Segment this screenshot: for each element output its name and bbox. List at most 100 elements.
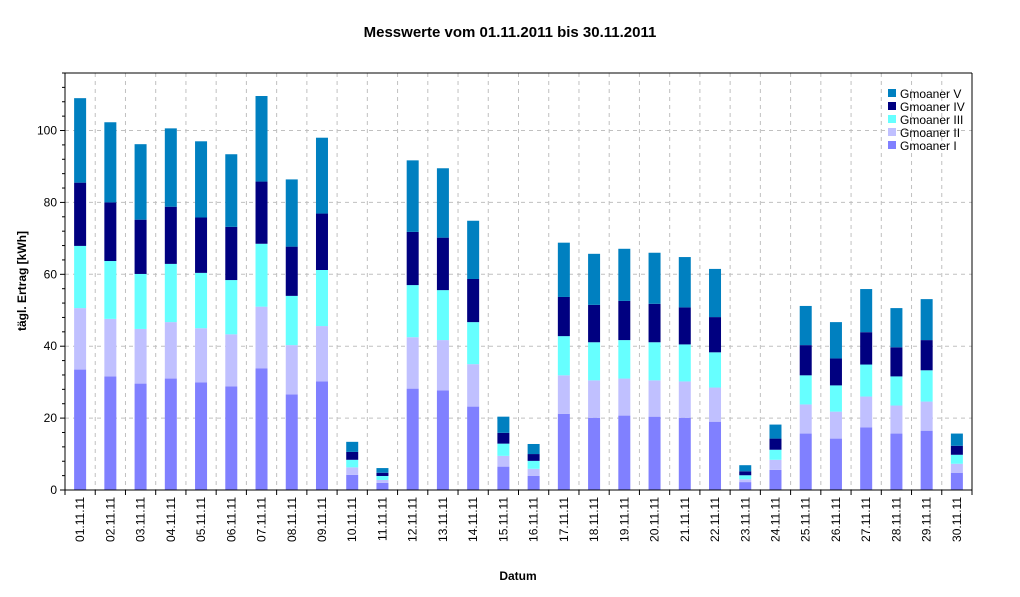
bar-segment-gmoaner-iii — [376, 475, 389, 480]
bar-segment-gmoaner-ii — [829, 411, 842, 439]
x-tick-label: 07.11.11 — [255, 497, 269, 542]
bar-segment-gmoaner-iii — [890, 376, 903, 406]
y-tick-label: 0 — [50, 483, 57, 497]
bar-segment-gmoaner-ii — [225, 334, 238, 387]
bar-segment-gmoaner-v — [376, 468, 389, 473]
x-tick-label: 04.11.11 — [164, 497, 178, 542]
bar-segment-gmoaner-ii — [134, 328, 147, 384]
bar-segment-gmoaner-iv — [406, 231, 419, 286]
bar-segment-gmoaner-ii — [104, 318, 117, 377]
legend-entry: Gmoaner III — [900, 113, 963, 127]
x-tick-label: 14.11.11 — [466, 497, 480, 542]
x-tick-label: 06.11.11 — [224, 497, 238, 542]
y-tick-label: 80 — [44, 195, 58, 209]
legend-swatch — [888, 115, 896, 123]
bar-segment-gmoaner-v — [467, 220, 480, 279]
x-tick-label: 05.11.11 — [194, 497, 208, 542]
bar-segment-gmoaner-v — [769, 424, 782, 439]
bar-segment-gmoaner-iii — [255, 243, 268, 307]
bar-segment-gmoaner-ii — [950, 463, 963, 473]
bar-segment-gmoaner-iii — [467, 322, 480, 365]
x-tick-label: 12.11.11 — [406, 497, 420, 542]
legend-entry: Gmoaner II — [900, 126, 960, 140]
bar-segment-gmoaner-v — [860, 289, 873, 333]
bar-segment-gmoaner-v — [557, 242, 570, 297]
bar-segment-gmoaner-iv — [950, 445, 963, 455]
bar-segment-gmoaner-i — [74, 369, 87, 490]
bar-segment-gmoaner-i — [527, 475, 540, 490]
bar-segment-gmoaner-ii — [406, 337, 419, 389]
bar-segment-gmoaner-iv — [346, 451, 359, 460]
bar-segment-gmoaner-i — [436, 390, 449, 490]
bar-segment-gmoaner-iv — [829, 358, 842, 386]
bar-segment-gmoaner-v — [709, 268, 722, 318]
bar-segment-gmoaner-iv — [255, 181, 268, 244]
bar-segment-gmoaner-i — [829, 438, 842, 490]
x-tick-label: 26.11.11 — [829, 497, 843, 542]
bar-segment-gmoaner-ii — [769, 459, 782, 470]
bar-segment-gmoaner-ii — [315, 326, 328, 382]
legend-entry: Gmoaner V — [900, 87, 961, 101]
bar-segment-gmoaner-iv — [74, 182, 87, 246]
x-tick-label: 10.11.11 — [345, 497, 359, 542]
x-tick-label: 02.11.11 — [103, 497, 117, 542]
bar-segment-gmoaner-iii — [104, 261, 117, 319]
bar-segment-gmoaner-iv — [376, 472, 389, 476]
bar-segment-gmoaner-v — [588, 253, 601, 305]
bar-segment-gmoaner-i — [376, 482, 389, 490]
bar-segment-gmoaner-ii — [255, 306, 268, 369]
bar-segment-gmoaner-ii — [436, 340, 449, 391]
bar-segment-gmoaner-i — [225, 386, 238, 490]
bar-segment-gmoaner-i — [285, 394, 298, 490]
bar-segment-gmoaner-i — [497, 466, 510, 490]
bar-segment-gmoaner-iv — [436, 237, 449, 291]
bar-segment-gmoaner-iv — [527, 454, 540, 461]
bar-segment-gmoaner-i — [557, 413, 570, 490]
bar-segment-gmoaner-i — [799, 433, 812, 490]
bar-segment-gmoaner-v — [134, 144, 147, 220]
bar-segment-gmoaner-v — [346, 441, 359, 452]
bar-segment-gmoaner-v — [527, 443, 540, 455]
bar-segment-gmoaner-ii — [678, 381, 691, 418]
bar-segment-gmoaner-i — [164, 378, 177, 490]
bar-segment-gmoaner-i — [709, 421, 722, 490]
bar-segment-gmoaner-iii — [195, 272, 208, 329]
bar-segment-gmoaner-v — [436, 168, 449, 238]
x-tick-label: 16.11.11 — [527, 497, 541, 542]
bar-segment-gmoaner-i — [950, 472, 963, 490]
bar-segment-gmoaner-v — [164, 128, 177, 207]
bar-segment-gmoaner-ii — [920, 401, 933, 431]
x-tick-label: 09.11.11 — [315, 497, 329, 542]
bar-segment-gmoaner-iii — [739, 475, 752, 480]
x-tick-label: 11.11.11 — [375, 497, 389, 541]
bar-segment-gmoaner-v — [678, 257, 691, 308]
bar-segment-gmoaner-iii — [74, 245, 87, 309]
bars — [74, 96, 963, 490]
bar-segment-gmoaner-v — [406, 160, 419, 232]
bar-segment-gmoaner-ii — [618, 378, 631, 416]
y-axis-label: tägl. Ertrag [kWh] — [15, 231, 29, 331]
x-tick-label: 29.11.11 — [920, 497, 934, 542]
bar-segment-gmoaner-v — [497, 416, 510, 433]
bar-segment-gmoaner-v — [285, 179, 298, 247]
chart-title: Messwerte vom 01.11.2011 bis 30.11.2011 — [364, 24, 657, 41]
bar-segment-gmoaner-v — [950, 433, 963, 446]
bar-segment-gmoaner-i — [648, 416, 661, 490]
bar-segment-gmoaner-v — [739, 465, 752, 472]
bar-segment-gmoaner-iv — [618, 300, 631, 341]
bar-segment-gmoaner-iv — [104, 202, 117, 262]
legend-entry: Gmoaner I — [900, 139, 957, 153]
bar-segment-gmoaner-iv — [557, 296, 570, 337]
bar-segment-gmoaner-i — [769, 469, 782, 490]
bar-segment-gmoaner-iv — [588, 304, 601, 343]
bar-segment-gmoaner-iv — [709, 317, 722, 353]
bar-segment-gmoaner-i — [104, 376, 117, 490]
bar-segment-gmoaner-i — [860, 427, 873, 490]
x-tick-label: 22.11.11 — [708, 497, 722, 542]
y-tick-label: 60 — [44, 267, 58, 281]
bar-segment-gmoaner-i — [315, 381, 328, 490]
bar-segment-gmoaner-ii — [527, 468, 540, 476]
x-tick-label: 30.11.11 — [950, 497, 964, 542]
bar-segment-gmoaner-iii — [436, 290, 449, 341]
bar-segment-gmoaner-ii — [164, 322, 177, 379]
